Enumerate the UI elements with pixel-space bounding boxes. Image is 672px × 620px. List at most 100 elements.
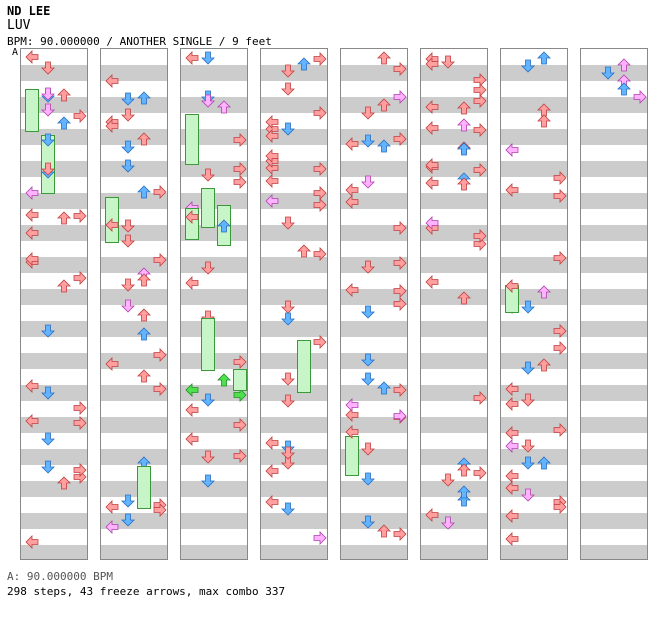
beat-stripe (501, 225, 567, 241)
beat-stripe (421, 289, 487, 305)
right-arrow-icon (473, 228, 487, 247)
up-arrow-icon (377, 138, 391, 157)
left-arrow-icon (185, 50, 199, 69)
up-arrow-icon (457, 117, 471, 136)
up-arrow-icon (137, 90, 151, 109)
left-arrow-icon (25, 534, 39, 553)
right-arrow-icon (313, 51, 327, 70)
up-arrow-icon (217, 99, 231, 118)
beat-stripe (421, 65, 487, 81)
beat-stripe (21, 289, 87, 305)
down-arrow-icon (361, 304, 375, 323)
bpm-summary: A: 90.000000 BPM (7, 570, 113, 583)
right-arrow-icon (473, 122, 487, 141)
beat-stripe (181, 481, 247, 497)
beat-stripe (21, 481, 87, 497)
chart-column (500, 48, 568, 560)
beat-stripe (101, 321, 167, 337)
right-arrow-icon (313, 105, 327, 124)
chart-column (100, 48, 168, 560)
beat-stripe (581, 321, 647, 337)
beat-stripe (261, 289, 327, 305)
left-arrow-icon (105, 73, 119, 92)
beat-stripe (261, 257, 327, 273)
left-arrow-icon (345, 397, 359, 416)
beat-stripe (261, 97, 327, 113)
right-arrow-icon (393, 89, 407, 108)
right-arrow-icon (233, 448, 247, 467)
down-arrow-icon (201, 473, 215, 492)
beat-stripe (421, 481, 487, 497)
chart-info: BPM: 90.000000 / ANOTHER SINGLE / 9 feet (7, 35, 272, 48)
chart-column (420, 48, 488, 560)
up-arrow-icon (297, 56, 311, 75)
beat-stripe (501, 449, 567, 465)
right-arrow-icon (393, 382, 407, 401)
left-arrow-icon (505, 468, 519, 487)
beat-stripe (341, 225, 407, 241)
left-arrow-icon (505, 278, 519, 297)
down-arrow-icon (361, 514, 375, 533)
beat-stripe (581, 225, 647, 241)
down-arrow-icon (41, 60, 55, 79)
right-arrow-icon (393, 408, 407, 427)
right-arrow-icon (73, 208, 87, 227)
left-arrow-icon (425, 157, 439, 176)
beat-stripe (101, 385, 167, 401)
down-arrow-icon (601, 65, 615, 84)
beat-stripe (181, 65, 247, 81)
down-arrow-icon (281, 371, 295, 390)
beat-stripe (581, 97, 647, 113)
beat-stripe (341, 161, 407, 177)
right-arrow-icon (313, 530, 327, 549)
up-arrow-icon (377, 97, 391, 116)
beat-stripe (501, 129, 567, 145)
beat-stripe (581, 449, 647, 465)
left-arrow-icon (505, 182, 519, 201)
beat-stripe (101, 161, 167, 177)
beat-stripe (421, 129, 487, 145)
down-arrow-icon (521, 487, 535, 506)
beat-stripe (261, 513, 327, 529)
beat-stripe (581, 513, 647, 529)
freeze-arrow-icon (185, 114, 199, 165)
up-arrow-icon (377, 523, 391, 542)
up-arrow-icon (537, 50, 551, 69)
right-arrow-icon (393, 131, 407, 150)
right-arrow-icon (553, 422, 567, 441)
right-arrow-icon (473, 82, 487, 101)
beat-stripe (261, 321, 327, 337)
beat-stripe (181, 161, 247, 177)
up-arrow-icon (57, 210, 71, 229)
beat-stripe (581, 193, 647, 209)
down-arrow-icon (281, 445, 295, 464)
left-arrow-icon (505, 396, 519, 415)
down-arrow-icon (441, 472, 455, 491)
beat-stripe (341, 385, 407, 401)
right-arrow-icon (313, 161, 327, 180)
freeze-arrow-icon (137, 466, 151, 509)
down-arrow-icon (281, 501, 295, 520)
left-arrow-icon (265, 494, 279, 513)
beat-stripe (341, 417, 407, 433)
right-arrow-icon (553, 499, 567, 518)
beat-stripe (261, 449, 327, 465)
down-arrow-icon (41, 459, 55, 478)
beat-stripe (101, 257, 167, 273)
step-stats: 298 steps, 43 freeze arrows, max combo 3… (7, 585, 286, 598)
down-arrow-icon (121, 139, 135, 158)
chart-column (340, 48, 408, 560)
beat-stripe (421, 321, 487, 337)
up-arrow-icon (457, 100, 471, 119)
beat-stripe (21, 225, 87, 241)
up-arrow-icon (137, 131, 151, 150)
freeze-arrow-icon (233, 369, 247, 391)
beat-stripe (261, 129, 327, 145)
left-arrow-icon (505, 480, 519, 499)
right-arrow-icon (473, 390, 487, 409)
left-arrow-icon (265, 128, 279, 147)
left-arrow-icon (345, 194, 359, 213)
up-arrow-icon (57, 115, 71, 134)
right-arrow-icon (313, 246, 327, 265)
up-arrow-icon (137, 272, 151, 291)
